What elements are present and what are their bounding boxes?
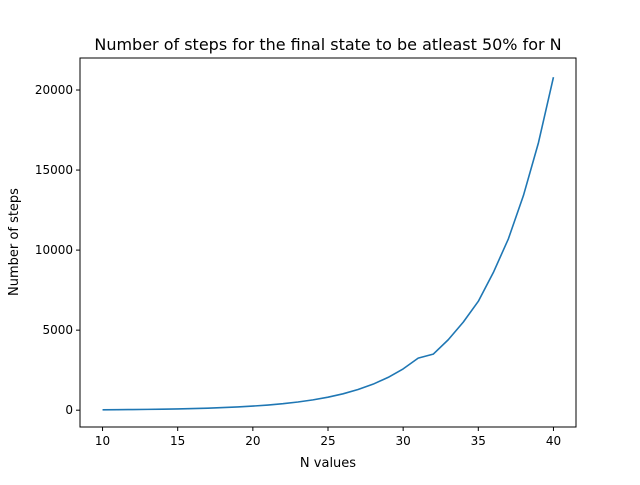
- plot-frame: [79, 57, 577, 428]
- axis-ticks: 10 15 20 25 30 35 40 0 5000 10000 15000 20000: [35, 83, 561, 448]
- y-tick-label: 5000: [42, 323, 73, 337]
- plot-lines: [102, 77, 555, 411]
- x-tick-label: 20: [245, 434, 260, 448]
- y-tick-label: 0: [65, 403, 73, 417]
- chart-title: Number of steps for the final state to b…: [94, 35, 561, 54]
- x-tick-label: 15: [170, 434, 185, 448]
- y-tick-label: 10000: [35, 243, 73, 257]
- x-tick-label: 40: [546, 434, 561, 448]
- y-tick-label: 15000: [35, 163, 73, 177]
- x-tick-label: 35: [471, 434, 486, 448]
- y-axis-label: Number of steps: [7, 188, 22, 296]
- series-line-0: [102, 77, 555, 411]
- x-tick-label: 25: [320, 434, 335, 448]
- x-tick-label: 10: [95, 434, 110, 448]
- x-axis-label: N values: [300, 456, 356, 471]
- x-tick-label: 30: [396, 434, 411, 448]
- y-tick-label: 20000: [35, 83, 73, 97]
